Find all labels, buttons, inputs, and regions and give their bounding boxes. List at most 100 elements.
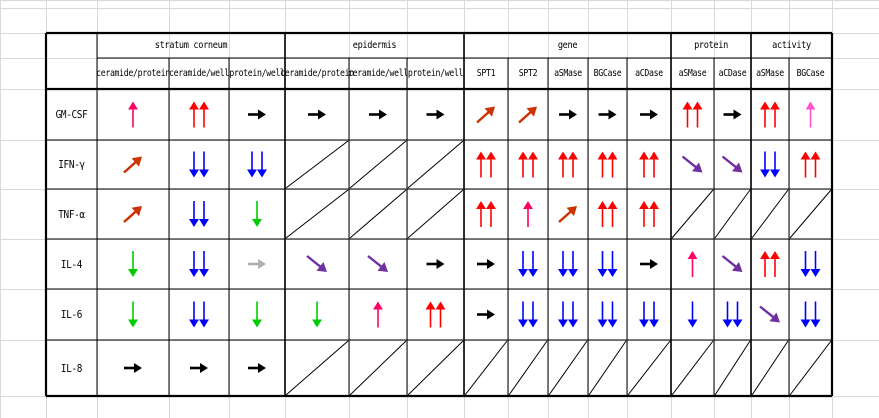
increase-arrow-icon: [687, 251, 698, 277]
strong-decrease-arrows-icon: [518, 251, 538, 277]
group-header: epidermis: [352, 40, 397, 51]
column-header: aSMase: [554, 68, 582, 79]
strong-decrease-arrows-icon: [558, 251, 578, 277]
increase-arrow-icon: [373, 301, 383, 328]
column-header: aSMase: [678, 68, 707, 79]
increase-arrow-icon: [523, 201, 533, 227]
slight-decrease-arrow-icon: [721, 255, 743, 272]
strong-decrease-arrows-icon: [247, 151, 267, 178]
strong-increase-arrows-icon: [639, 151, 659, 178]
column-header: ceramide/well: [169, 68, 229, 79]
not-applicable-slash: [285, 140, 349, 189]
not-applicable-slash: [508, 340, 548, 396]
table-body: [123, 101, 832, 396]
not-applicable-slash: [349, 140, 407, 189]
not-applicable-slash: [407, 140, 464, 189]
strong-decrease-arrows-icon: [760, 151, 780, 178]
column-header: SPT1: [476, 68, 496, 79]
strong-increase-arrows-icon: [682, 101, 703, 128]
column-header: BGCase: [796, 68, 825, 79]
group-header: gene: [557, 40, 578, 51]
not-applicable-slash: [714, 340, 751, 396]
decrease-arrow-icon: [252, 201, 262, 227]
group-header: activity: [772, 40, 811, 51]
not-applicable-slash: [627, 340, 671, 396]
strong-increase-arrows-icon: [476, 151, 496, 178]
not-applicable-slash: [714, 189, 751, 239]
not-applicable-slash: [588, 340, 627, 396]
group-header: protein: [694, 40, 728, 51]
no-change-arrow-icon: [640, 109, 658, 120]
column-header: protein/well: [229, 68, 285, 79]
decrease-arrow-icon: [128, 251, 138, 277]
slight-decrease-arrow-icon: [367, 255, 388, 272]
column-header: protein/well: [407, 68, 464, 79]
strong-decrease-arrows-icon: [800, 251, 821, 277]
row-label: IL-8: [60, 361, 83, 375]
not-applicable-slash: [285, 340, 349, 396]
no-change-arrow-icon: [640, 259, 658, 269]
not-applicable-slash: [671, 189, 714, 239]
strong-increase-arrows-icon: [597, 151, 618, 178]
slight-increase-arrow-icon: [558, 206, 577, 223]
strong-increase-arrows-icon: [760, 101, 780, 128]
strong-decrease-arrows-icon: [639, 301, 659, 328]
strong-increase-arrows-icon: [518, 151, 538, 178]
strong-increase-arrows-icon: [558, 151, 578, 178]
not-applicable-slash: [285, 189, 349, 239]
not-applicable-slash: [407, 189, 464, 239]
slight-decrease-arrow-icon: [681, 155, 703, 173]
strong-decrease-arrows-icon: [597, 301, 618, 328]
slight-increase-arrow-icon: [123, 156, 142, 174]
no-change-arrow-icon: [559, 109, 577, 120]
no-change-arrow-icon: [308, 109, 326, 120]
no-change-arrow-icon: [248, 363, 266, 373]
not-applicable-slash: [548, 340, 588, 396]
strong-increase-arrows-icon: [189, 101, 209, 128]
strong-increase-arrows-icon: [639, 201, 659, 227]
slight-increase-arrow-icon: [476, 106, 495, 124]
decrease-arrow-icon: [128, 301, 138, 328]
no-change-arrow-icon: [477, 259, 495, 269]
column-header: ceramide/protein: [280, 68, 354, 79]
strong-increase-arrows-icon: [476, 201, 496, 227]
not-applicable-slash: [751, 340, 789, 396]
strong-increase-arrows-icon: [800, 151, 821, 178]
no-change-arrow-icon: [426, 259, 445, 269]
strong-decrease-arrows-icon: [518, 301, 538, 328]
strong-decrease-arrows-icon: [800, 301, 821, 328]
column-header: aCDase: [635, 68, 663, 79]
not-applicable-slash: [671, 340, 714, 396]
no-change-arrow-icon: [248, 259, 266, 269]
column-header: aCDase: [718, 68, 747, 79]
strong-increase-arrows-icon: [597, 201, 618, 227]
decrease-arrow-icon: [252, 301, 262, 328]
not-applicable-slash: [751, 189, 789, 239]
no-change-arrow-icon: [190, 363, 208, 373]
no-change-arrow-icon: [124, 363, 142, 373]
not-applicable-slash: [789, 189, 832, 239]
decrease-arrow-icon: [312, 301, 322, 328]
not-applicable-slash: [349, 189, 407, 239]
increase-arrow-icon: [128, 101, 138, 128]
no-change-arrow-icon: [248, 109, 266, 120]
strong-decrease-arrows-icon: [189, 151, 209, 178]
increase-arrow-icon: [805, 101, 816, 128]
no-change-arrow-icon: [426, 109, 445, 120]
slight-increase-arrow-icon: [518, 106, 537, 124]
strong-increase-arrows-icon: [425, 301, 446, 328]
slight-decrease-arrow-icon: [759, 305, 780, 323]
strong-decrease-arrows-icon: [189, 301, 209, 328]
column-header: ceramide/protein: [96, 68, 170, 79]
not-applicable-slash: [464, 340, 508, 396]
strong-decrease-arrows-icon: [722, 301, 743, 328]
strong-decrease-arrows-icon: [597, 251, 618, 277]
no-change-arrow-icon: [598, 109, 617, 120]
column-header: BGCase: [593, 68, 622, 79]
strong-increase-arrows-icon: [760, 251, 780, 277]
slight-increase-arrow-icon: [123, 206, 142, 223]
no-change-arrow-icon: [477, 309, 495, 320]
strong-decrease-arrows-icon: [558, 301, 578, 328]
strong-decrease-arrows-icon: [189, 251, 209, 277]
